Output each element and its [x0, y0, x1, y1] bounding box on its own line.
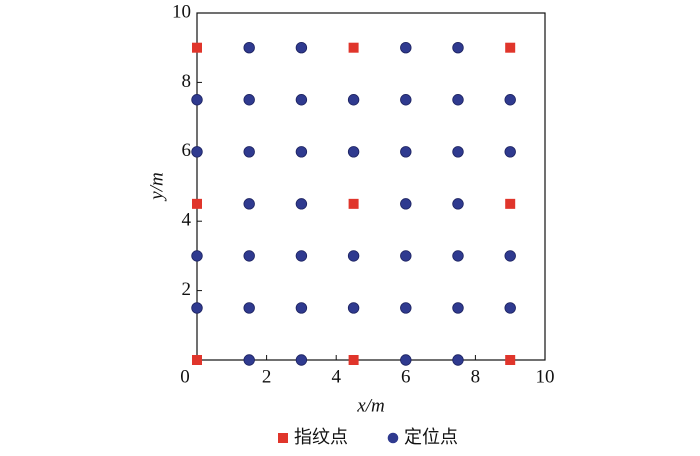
- legend: 指纹点 定位点: [278, 427, 458, 448]
- point: [504, 146, 516, 158]
- legend-swatch: [387, 432, 399, 444]
- point: [295, 146, 308, 158]
- point: [400, 198, 412, 210]
- point: [400, 146, 412, 158]
- x-tick-label: 6: [401, 366, 411, 387]
- point: [452, 354, 464, 366]
- point: [295, 354, 308, 366]
- x-tick-label: 0: [180, 366, 190, 387]
- y-tick-label: 4: [182, 210, 192, 231]
- x-tick-label: 10: [536, 366, 555, 387]
- point: [504, 94, 516, 106]
- point: [505, 42, 516, 53]
- point: [348, 198, 359, 209]
- point: [243, 250, 255, 262]
- x-tick-label: 2: [262, 366, 272, 387]
- point: [295, 198, 308, 210]
- point: [243, 146, 255, 158]
- y-tick-label: 8: [182, 71, 192, 92]
- point: [295, 302, 308, 314]
- point: [243, 302, 255, 314]
- y-tick-label: 2: [182, 279, 192, 300]
- legend-label: 定位点: [404, 427, 458, 448]
- point: [243, 94, 255, 106]
- point: [243, 42, 255, 54]
- point: [400, 250, 412, 262]
- point: [505, 198, 516, 209]
- point: [504, 302, 516, 314]
- point: [452, 198, 464, 210]
- point: [243, 198, 255, 210]
- point: [295, 250, 308, 262]
- point: [400, 354, 412, 366]
- point: [452, 250, 464, 262]
- y-tick-label: 10: [172, 1, 191, 22]
- legend-label: 指纹点: [294, 427, 348, 448]
- point: [191, 146, 203, 158]
- point: [191, 94, 203, 106]
- point: [191, 302, 203, 314]
- point: [505, 355, 516, 365]
- point: [192, 355, 202, 365]
- x-tick-label: 4: [331, 366, 341, 387]
- point: [400, 42, 412, 54]
- x-tick-label: 8: [471, 366, 481, 387]
- point: [452, 302, 464, 314]
- point: [295, 42, 308, 54]
- point: [348, 42, 359, 53]
- point: [347, 302, 360, 314]
- point: [348, 355, 359, 365]
- y-axis-label: y/m: [146, 172, 167, 201]
- point: [347, 94, 360, 106]
- point: [295, 94, 308, 106]
- point: [452, 146, 464, 158]
- point: [452, 94, 464, 106]
- point: [192, 198, 202, 209]
- point: [243, 354, 255, 366]
- x-axis-label: x/m: [356, 395, 384, 416]
- y-tick-label: 6: [182, 140, 192, 161]
- plot-frame: [196, 12, 546, 361]
- point: [452, 42, 464, 54]
- point: [400, 302, 412, 314]
- point: [191, 250, 203, 262]
- legend-swatch: [278, 433, 288, 443]
- point: [192, 42, 202, 53]
- point: [347, 250, 360, 262]
- point: [347, 146, 360, 158]
- point: [400, 94, 412, 106]
- point: [504, 250, 516, 262]
